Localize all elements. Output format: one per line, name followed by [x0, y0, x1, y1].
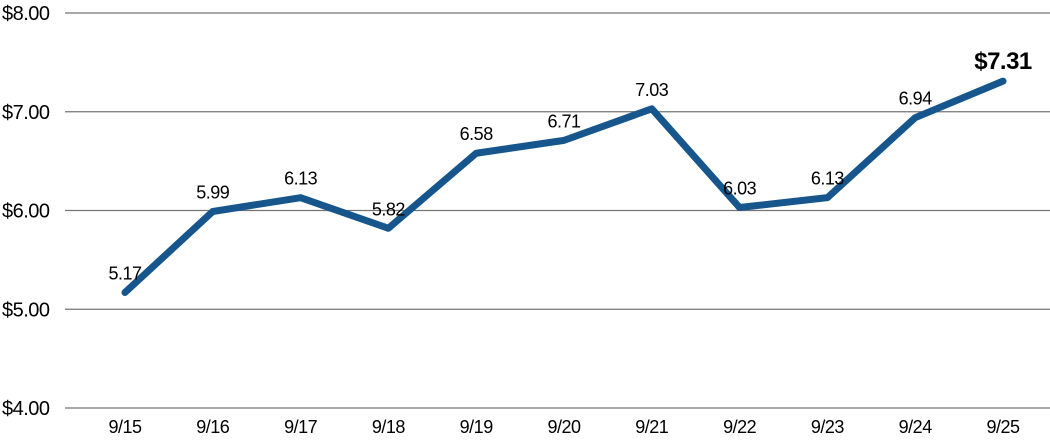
point-value-label: 6.03: [723, 179, 757, 199]
current-price-label: $7.31: [974, 48, 1032, 75]
x-axis-tick-label: 9/23: [811, 417, 845, 437]
y-axis-tick-label: $8.00: [2, 3, 50, 25]
x-axis-tick-label: 9/24: [899, 417, 933, 437]
x-axis-tick-label: 9/16: [196, 417, 230, 437]
x-axis-tick-label: 9/15: [108, 417, 142, 437]
x-axis-tick-label: 9/22: [723, 417, 757, 437]
point-value-label: 6.71: [547, 111, 581, 131]
point-value-label: 7.03: [635, 80, 669, 100]
x-axis-tick-label: 9/18: [372, 417, 406, 437]
point-value-label: 6.58: [460, 124, 494, 144]
point-value-label: 6.13: [284, 169, 318, 189]
x-axis-tick-label: 9/25: [986, 417, 1020, 437]
y-axis-tick-label: $5.00: [2, 299, 50, 321]
price-line: [121, 77, 1007, 296]
x-axis-tick-label: 9/20: [547, 417, 581, 437]
y-axis-tick-label: $4.00: [2, 398, 50, 420]
x-axis-tick-label: 9/21: [635, 417, 669, 437]
point-value-label: 5.99: [196, 182, 230, 202]
y-axis-tick-label: $6.00: [2, 201, 50, 223]
point-value-label: 6.13: [811, 169, 845, 189]
x-axis-tick-label: 9/19: [460, 417, 494, 437]
x-axis-tick-label: 9/17: [284, 417, 318, 437]
point-value-label: 5.17: [108, 263, 142, 283]
point-value-label: 5.82: [372, 199, 406, 219]
point-value-label: 6.94: [899, 89, 933, 109]
y-axis-tick-label: $7.00: [2, 102, 50, 124]
